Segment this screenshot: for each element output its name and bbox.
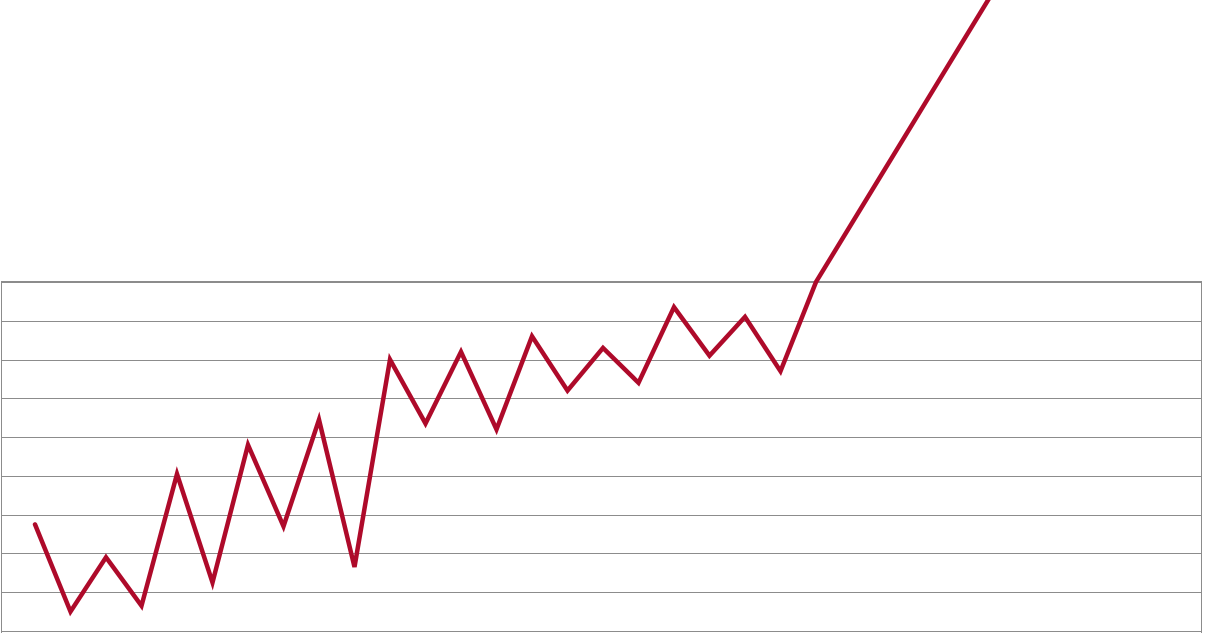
grid-lines [1,282,1202,632]
series-layer [32,0,991,617]
plot-frame [1,281,1202,633]
series-line-1 [32,0,991,617]
